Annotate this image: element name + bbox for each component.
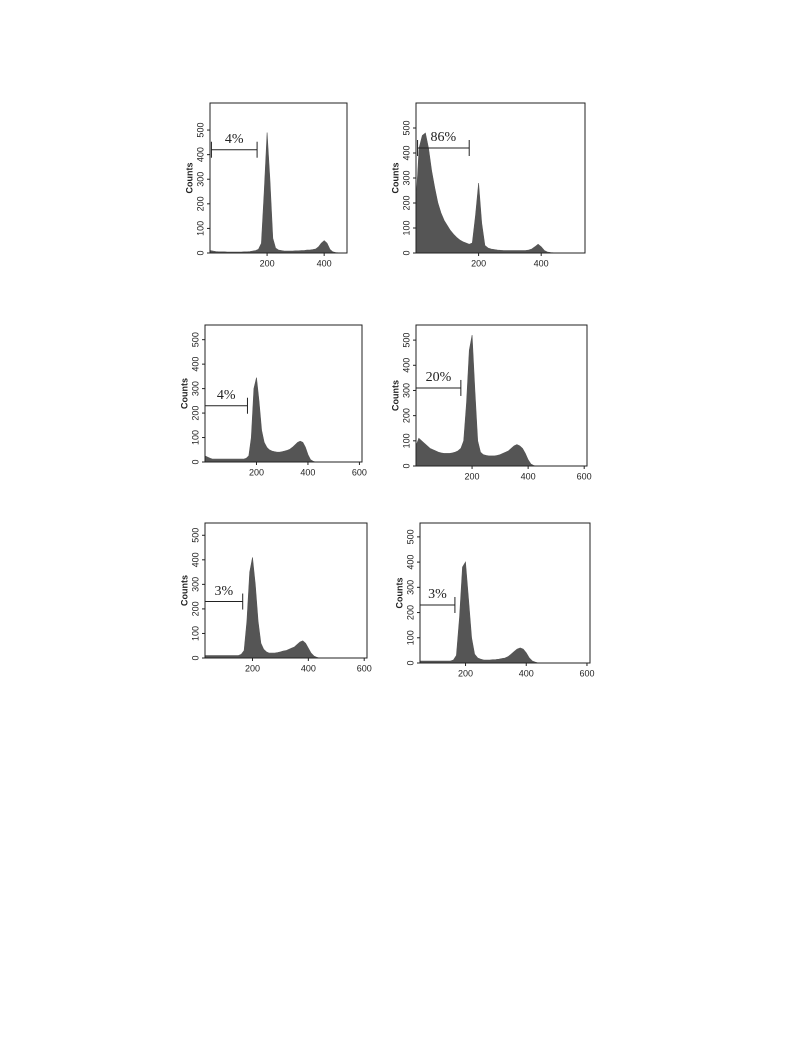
y-tick-label: 100 [190, 626, 200, 641]
gate-label: 3% [215, 584, 234, 599]
y-tick-label: 400 [190, 357, 200, 372]
y-tick-label: 400 [401, 145, 411, 160]
y-tick-label: 100 [405, 630, 415, 645]
y-tick-label: 0 [190, 459, 200, 464]
gate-label: 4% [217, 388, 236, 403]
y-tick-label: 100 [195, 221, 205, 236]
x-tick-label: 600 [579, 668, 594, 678]
x-tick-label: 400 [301, 663, 316, 673]
plot-frame [415, 324, 588, 467]
x-tick-label: 200 [471, 258, 486, 268]
x-tick-label: 200 [458, 668, 473, 678]
y-tick-label: 200 [190, 406, 200, 421]
y-tick-label: 300 [195, 172, 205, 187]
x-tick-label: 200 [465, 471, 480, 481]
y-tick-label: 500 [405, 529, 415, 544]
y-tick-label: 0 [190, 655, 200, 660]
y-tick-label: 200 [195, 196, 205, 211]
y-tick-label: 300 [190, 381, 200, 396]
y-tick-label: 500 [190, 528, 200, 543]
plot-frame [419, 522, 591, 664]
y-tick-label: 300 [190, 577, 200, 592]
plot-frame [209, 102, 348, 254]
y-tick-label: 200 [405, 605, 415, 620]
gate-label: 86% [431, 130, 457, 145]
y-axis-label: Counts [390, 380, 400, 411]
y-axis-label: Counts [394, 578, 404, 609]
x-tick-label: 400 [317, 258, 332, 268]
y-tick-label: 0 [405, 660, 415, 665]
gate-label: 3% [428, 587, 447, 602]
y-tick-label: 0 [401, 463, 411, 468]
gate-label: 4% [225, 132, 244, 147]
y-tick-label: 100 [190, 430, 200, 445]
y-tick-label: 500 [190, 332, 200, 347]
y-axis-label: Counts [179, 378, 189, 409]
y-axis-label: Counts [179, 575, 189, 606]
y-tick-label: 500 [195, 123, 205, 138]
y-tick-label: 300 [401, 383, 411, 398]
y-tick-label: 400 [195, 147, 205, 162]
plot-frame [204, 324, 363, 463]
y-tick-label: 200 [401, 408, 411, 423]
y-tick-label: 100 [401, 433, 411, 448]
y-tick-label: 400 [401, 358, 411, 373]
x-tick-label: 200 [245, 663, 260, 673]
y-tick-label: 300 [405, 580, 415, 595]
histogram [204, 557, 320, 659]
y-tick-label: 0 [195, 250, 205, 255]
histogram [209, 132, 345, 254]
x-tick-label: 200 [249, 467, 264, 477]
y-axis-label: Counts [390, 163, 400, 194]
x-tick-label: 400 [521, 471, 536, 481]
y-tick-label: 0 [401, 250, 411, 255]
x-tick-label: 400 [534, 258, 549, 268]
histogram [415, 132, 557, 254]
y-tick-label: 500 [401, 333, 411, 348]
y-tick-label: 100 [401, 220, 411, 235]
y-tick-label: 300 [401, 170, 411, 185]
x-tick-label: 600 [352, 467, 367, 477]
histogram [204, 377, 316, 463]
y-tick-label: 400 [190, 552, 200, 567]
histogram [419, 561, 539, 664]
plot-frame [204, 522, 368, 659]
y-tick-label: 500 [401, 120, 411, 135]
y-axis-label: Counts [184, 163, 194, 194]
x-tick-label: 600 [577, 471, 592, 481]
y-tick-label: 200 [190, 601, 200, 616]
x-tick-label: 600 [357, 663, 372, 673]
x-tick-label: 400 [519, 668, 534, 678]
x-tick-label: 400 [300, 467, 315, 477]
x-tick-label: 200 [260, 258, 275, 268]
y-tick-label: 400 [405, 555, 415, 570]
y-tick-label: 200 [401, 195, 411, 210]
gate-label: 20% [426, 370, 452, 385]
histogram [415, 335, 537, 467]
